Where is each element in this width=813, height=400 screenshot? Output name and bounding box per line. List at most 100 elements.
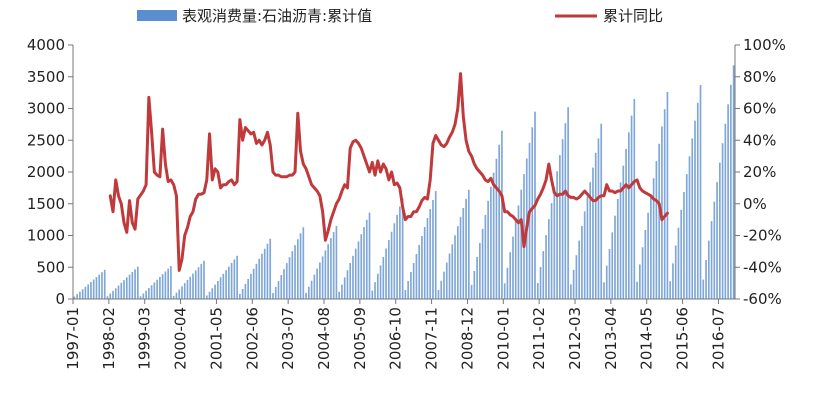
bar xyxy=(371,290,374,299)
bar xyxy=(343,277,346,299)
bar xyxy=(313,274,316,299)
bar xyxy=(479,242,481,299)
bar xyxy=(680,209,683,299)
bar xyxy=(139,296,142,299)
bar xyxy=(655,160,658,299)
bar xyxy=(633,98,636,299)
left-tick-label: 2000 xyxy=(27,163,65,181)
bar xyxy=(114,288,117,299)
bar xyxy=(288,257,291,299)
bar xyxy=(365,219,368,299)
bar xyxy=(255,263,258,299)
bar xyxy=(258,258,261,299)
bar xyxy=(357,241,360,299)
bar xyxy=(553,187,556,299)
bar xyxy=(625,148,627,299)
bar xyxy=(335,225,338,299)
line-series xyxy=(108,72,669,272)
bar xyxy=(393,223,396,299)
bar xyxy=(87,284,89,299)
bar xyxy=(514,220,517,299)
bar xyxy=(263,248,266,299)
bar xyxy=(73,296,76,299)
bar xyxy=(164,271,167,299)
bar xyxy=(498,144,500,299)
bar xyxy=(517,205,520,299)
bar xyxy=(614,215,616,299)
bar xyxy=(324,250,327,299)
right-tick-label: 100% xyxy=(743,36,786,54)
bar xyxy=(330,238,332,299)
bar xyxy=(285,263,288,299)
bar xyxy=(581,225,583,299)
bar xyxy=(319,262,321,299)
bar xyxy=(539,267,542,299)
x-tick-label: 2013-04 xyxy=(602,307,620,370)
bar xyxy=(145,290,147,299)
left-tick-label: 1000 xyxy=(27,227,65,245)
bar xyxy=(528,142,531,299)
right-tick-label: 60% xyxy=(743,100,776,118)
x-axis-ticks: 1997-01 1998-02 1999-03 2000-04 2001-05 2002-… xyxy=(64,299,727,370)
bar xyxy=(305,292,307,299)
bar xyxy=(470,284,473,299)
bar xyxy=(131,272,134,299)
x-tick-label: 2006-10 xyxy=(387,307,405,370)
bar xyxy=(277,281,280,299)
bar xyxy=(545,235,547,299)
bar xyxy=(705,260,707,299)
bar xyxy=(432,200,434,299)
bar xyxy=(125,277,128,299)
bar xyxy=(79,291,81,299)
bar xyxy=(178,289,181,299)
bar xyxy=(448,253,451,299)
bar xyxy=(647,212,649,299)
bar xyxy=(440,280,443,299)
bar xyxy=(677,227,680,299)
bar xyxy=(575,255,578,299)
bar xyxy=(106,296,109,299)
bar xyxy=(622,165,625,299)
bar xyxy=(434,191,437,299)
bar xyxy=(663,109,666,300)
bar xyxy=(473,270,476,299)
bar xyxy=(76,294,78,299)
bar xyxy=(327,244,329,299)
bar xyxy=(506,267,509,299)
bar xyxy=(172,295,175,299)
x-tick-label: 2016-07 xyxy=(709,307,727,370)
left-tick-label: 3000 xyxy=(27,100,65,118)
bar xyxy=(291,251,294,299)
bar xyxy=(388,240,390,299)
bar xyxy=(597,138,600,299)
bar xyxy=(396,214,398,299)
bar xyxy=(699,85,702,299)
bar xyxy=(308,286,310,299)
bar xyxy=(216,281,219,299)
bar xyxy=(572,269,575,299)
bar xyxy=(619,182,622,299)
bar xyxy=(445,262,448,299)
bar xyxy=(92,279,95,299)
right-tick-label: 80% xyxy=(743,68,776,86)
bar xyxy=(183,283,186,300)
bar xyxy=(564,123,567,300)
x-tick-label: 2014-05 xyxy=(638,307,656,370)
bar xyxy=(214,284,216,299)
bar xyxy=(462,207,465,299)
bar xyxy=(685,174,688,299)
bar xyxy=(732,65,735,299)
right-tick-label: -40% xyxy=(743,258,782,276)
x-tick-label: 1997-01 xyxy=(64,307,82,370)
bar xyxy=(639,264,641,299)
bar xyxy=(225,270,227,299)
bar xyxy=(492,172,495,299)
bar xyxy=(376,273,379,299)
bar xyxy=(352,255,354,299)
bar xyxy=(608,248,611,299)
bar xyxy=(84,286,87,299)
x-tick-label: 2010-01 xyxy=(494,307,512,370)
bar xyxy=(109,293,112,299)
right-tick-label: 40% xyxy=(743,131,776,149)
bar xyxy=(586,196,589,299)
